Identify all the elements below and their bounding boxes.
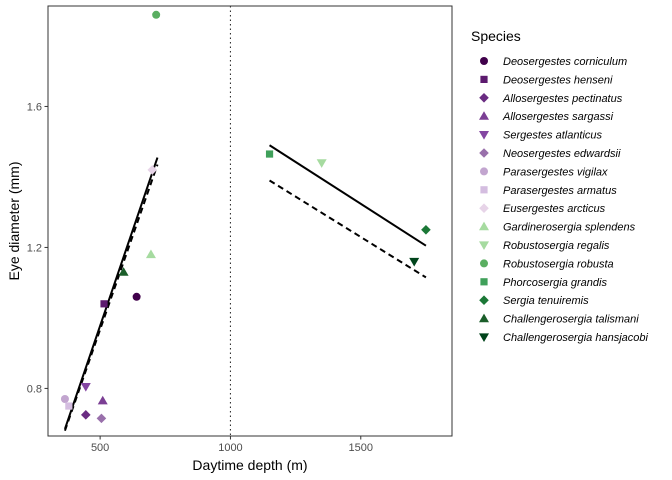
legend: Species Deosergestes corniculumDeoserges… [471, 28, 648, 344]
y-tick-label: 0.8 [27, 383, 42, 395]
legend-label: Robustosergia regalis [503, 240, 610, 252]
data-point [421, 225, 431, 235]
legend-item: Deosergestes henseni [480, 74, 613, 86]
legend-key [479, 203, 489, 213]
legend-item: Robustosergia regalis [479, 240, 610, 252]
legend-item: Parasergestes vigilax [480, 166, 608, 178]
legend-key [479, 131, 489, 140]
y-tick-label: 1.2 [27, 242, 42, 254]
legend-key [479, 93, 489, 103]
data-point [132, 292, 141, 301]
y-tick-label: 1.6 [27, 101, 42, 113]
data-point [316, 159, 327, 168]
legend-label: Robustosergia robusta [503, 258, 614, 270]
legend-label: Sergia tenuiremis [503, 295, 589, 307]
x-tick-label: 1500 [349, 442, 373, 454]
legend-item: Sergia tenuiremis [479, 295, 589, 307]
legend-key [480, 75, 488, 83]
x-axis-title: Daytime depth (m) [192, 457, 307, 473]
legend-label: Gardinerosergia splendens [503, 222, 636, 234]
legend-key [479, 295, 489, 305]
legend-label: Deosergestes henseni [503, 74, 613, 86]
y-axis-title: Eye diameter (mm) [6, 161, 22, 280]
legend-key [480, 186, 488, 194]
data-point [80, 383, 91, 392]
legend-key [479, 241, 489, 250]
legend-key [480, 259, 488, 268]
legend-item: Sergestes atlanticus [479, 130, 603, 142]
legend-label: Allosergestes sargassi [502, 111, 614, 123]
plot-area [60, 6, 431, 436]
legend-item: Eusergestes arcticus [479, 203, 606, 215]
data-point [147, 165, 158, 175]
legend-item: Parasergestes armatus [480, 185, 617, 197]
legend-item: Phorcosergia grandis [480, 277, 607, 289]
data-point [152, 10, 161, 19]
legend-key [480, 278, 488, 286]
legend-title: Species [471, 28, 521, 44]
legend-label: Parasergestes armatus [503, 185, 617, 197]
data-point [265, 150, 274, 158]
legend-label: Allosergestes pectinatus [502, 93, 623, 105]
legend-label: Parasergestes vigilax [503, 166, 608, 178]
legend-key [479, 313, 489, 323]
data-point [80, 410, 91, 420]
fit-line-dashed [63, 164, 159, 432]
axes: 500 1000 1500 0.8 1.2 1.6 [27, 101, 373, 454]
data-point [118, 267, 129, 276]
data-point [60, 394, 69, 403]
legend-label: Sergestes atlanticus [503, 130, 603, 142]
data-point [100, 300, 108, 308]
legend-item: Gardinerosergia splendens [479, 221, 636, 234]
legend-key [479, 148, 489, 158]
fit-line-solid [63, 157, 159, 430]
legend-item: Challengerosergia talismani [479, 313, 639, 326]
legend-item: Allosergestes pectinatus [479, 93, 623, 105]
data-point [409, 257, 420, 267]
legend-key [479, 111, 489, 120]
legend-item: Challengerosergia hansjacobi [479, 332, 648, 344]
legend-key [479, 221, 489, 231]
data-point [97, 395, 108, 405]
fit-line-dashed [269, 179, 427, 279]
legend-item: Allosergestes sargassi [479, 111, 614, 123]
data-point [96, 413, 107, 424]
legend-item: Neosergestes edwardsii [479, 148, 621, 160]
data-point [145, 249, 156, 259]
legend-label: Eusergestes arcticus [503, 203, 606, 215]
legend-label: Phorcosergia grandis [503, 277, 607, 289]
fit-line-solid [269, 144, 427, 247]
legend-key [480, 57, 488, 65]
legend-label: Challengerosergia talismani [503, 314, 639, 326]
legend-label: Challengerosergia hansjacobi [503, 332, 648, 344]
legend-label: Deosergestes corniculum [503, 56, 627, 68]
panel-border [47, 5, 453, 437]
legend-item: Deosergestes corniculum [480, 56, 627, 68]
legend-key [479, 333, 489, 342]
x-tick-label: 1000 [218, 442, 242, 454]
x-tick-label: 500 [91, 442, 109, 454]
legend-key [480, 167, 488, 176]
data-point [65, 402, 73, 410]
legend-items: Deosergestes corniculum Deosergestes hens… [479, 56, 648, 344]
legend-label: Neosergestes edwardsii [503, 148, 621, 160]
legend-item: Robustosergia robusta [480, 258, 614, 270]
